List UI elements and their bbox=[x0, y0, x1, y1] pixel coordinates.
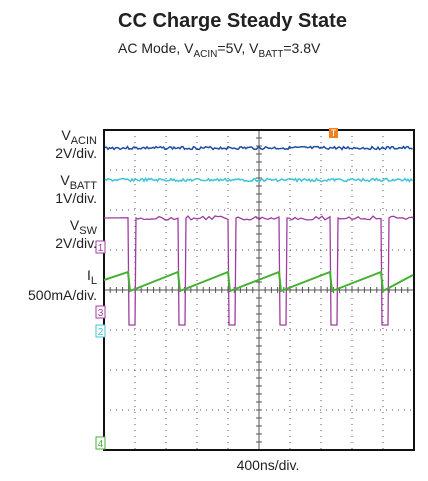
trace-vbatt bbox=[104, 177, 414, 183]
channel-name-main: I bbox=[87, 267, 91, 283]
trace-vsw bbox=[103, 215, 414, 326]
channel-name: VACIN bbox=[61, 127, 97, 147]
channel-labels: 1324TVACIN2V/div.VBATT1V/div.VSW2V/div.I… bbox=[28, 127, 338, 450]
channel-scale: 2V/div. bbox=[55, 235, 97, 251]
channel-marker bbox=[95, 324, 106, 338]
subtitle: AC Mode, VACIN=5V, VBATT=3.8V bbox=[118, 40, 321, 60]
channel-name-main: V bbox=[61, 127, 71, 143]
subtitle-part: =5V, V bbox=[217, 40, 259, 56]
trigger-label: T bbox=[331, 128, 337, 138]
subtitle-part: AC Mode, V bbox=[118, 40, 194, 56]
channel-name-sub: ACIN bbox=[71, 135, 97, 147]
channel-name-sub: BATT bbox=[70, 180, 98, 192]
channel-name-sub: SW bbox=[79, 225, 97, 237]
trigger-marker bbox=[329, 128, 338, 138]
channel-marker bbox=[95, 240, 106, 254]
channel-marker-label: 4 bbox=[98, 439, 104, 450]
channel-marker-label: 2 bbox=[98, 327, 104, 338]
subtitle-sub: ACIN bbox=[193, 49, 217, 60]
traces bbox=[103, 145, 414, 326]
channel-scale: 2V/div. bbox=[55, 145, 97, 161]
channel-marker-label: 1 bbox=[98, 243, 104, 254]
channel-name: VBATT bbox=[60, 172, 97, 192]
subtitle-sub: BATT bbox=[259, 49, 284, 60]
channel-marker bbox=[95, 436, 106, 450]
subtitle-part: =3.8V bbox=[283, 40, 321, 56]
channel-marker bbox=[95, 305, 106, 319]
channel-marker-label: 3 bbox=[98, 308, 104, 319]
scope-grid bbox=[103, 129, 415, 451]
trace-vacin bbox=[104, 145, 413, 151]
channel-name: IL bbox=[87, 267, 97, 287]
channel-name-main: V bbox=[60, 172, 70, 188]
frame bbox=[103, 129, 415, 451]
channel-name-main: V bbox=[70, 217, 80, 233]
title: CC Charge Steady State bbox=[118, 10, 347, 32]
channel-scale: 500mA/div. bbox=[28, 287, 97, 303]
channel-scale: 1V/div. bbox=[55, 190, 97, 206]
timebase: 400ns/div. bbox=[237, 457, 300, 473]
trace-il bbox=[103, 270, 414, 293]
channel-name: VSW bbox=[70, 217, 98, 237]
channel-name-sub: L bbox=[91, 275, 97, 287]
